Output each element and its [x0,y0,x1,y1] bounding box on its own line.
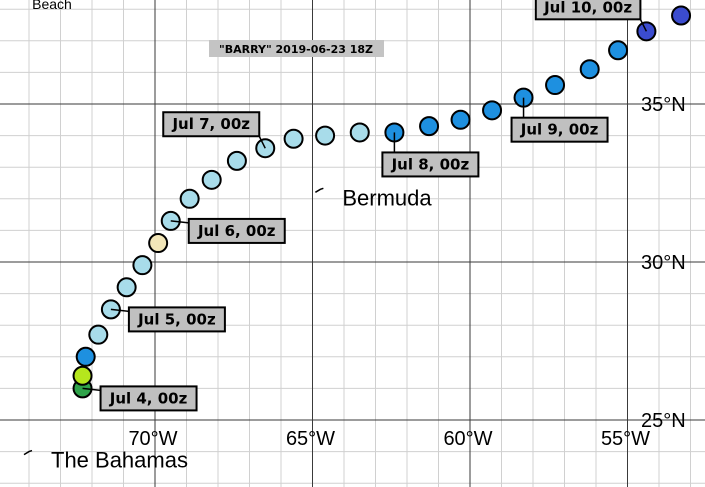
date-label-box [162,111,261,138]
track-point [419,116,440,137]
track-point [201,169,222,190]
track-point [75,346,96,367]
storm-track [72,5,692,399]
track-point [608,40,629,61]
place-label: Bermuda [342,185,432,210]
track-point [579,59,600,80]
place-label: The Bahamas [51,448,188,473]
island-shape [23,449,33,456]
track-point [545,75,566,96]
track-point [482,100,503,121]
date-label: Jul 7, 00z [171,115,250,133]
date-label-box [99,385,198,412]
date-label-box [381,151,480,178]
lon-tick-label: 70°W [128,428,177,450]
track-point [450,109,471,130]
date-label-box [187,217,286,244]
lat-tick-label: 25°N [641,410,686,432]
track-point [132,255,153,276]
date-label-box [127,306,226,333]
date-label: Jul 9, 00z [520,121,599,139]
lon-tick-label: 55°W [601,428,650,450]
track-point [226,150,247,171]
track-point [349,122,370,143]
track-point [116,277,137,298]
date-label: Jul 6, 00z [197,222,276,240]
track-point [179,188,200,209]
track-point [88,324,109,345]
date-label: Jul 5, 00z [137,310,216,328]
date-label-box [510,116,609,143]
date-leader-line [82,387,101,392]
island-shape [314,187,324,193]
date-leader-line [170,220,189,224]
date-leader-line [639,18,648,32]
date-label: Jul 8, 00z [391,155,470,173]
date-label: Jul 4, 00z [109,389,188,407]
place-labels: Beach Bermuda The Bahamas [23,0,432,473]
axis-tick-labels: 70°W 65°W 60°W 55°W25°N 30°N 35°N [128,94,685,450]
track-point [283,128,304,149]
lat-tick-label: 35°N [641,94,686,116]
date-labels: Jul 4, 00z Jul 5, 00z Jul 6, 00z Jul 7, 00z… [82,0,648,412]
lon-tick-label: 65°W [286,428,335,450]
track-point [671,5,692,26]
lon-tick-label: 60°W [443,428,492,450]
map-title-box: "BARRY" 2019-06-23 18Z [209,40,384,57]
place-label: Beach [32,0,72,12]
lat-tick-label: 30°N [641,252,686,274]
date-leader-line [110,308,129,313]
date-leader-line [258,135,266,149]
date-label: Jul 10, 00z [543,0,632,16]
date-label-box [534,0,642,21]
track-point [315,125,336,146]
track-point [72,365,93,386]
track-point [148,233,169,254]
map-title: "BARRY" 2019-06-23 18Z [219,43,373,56]
